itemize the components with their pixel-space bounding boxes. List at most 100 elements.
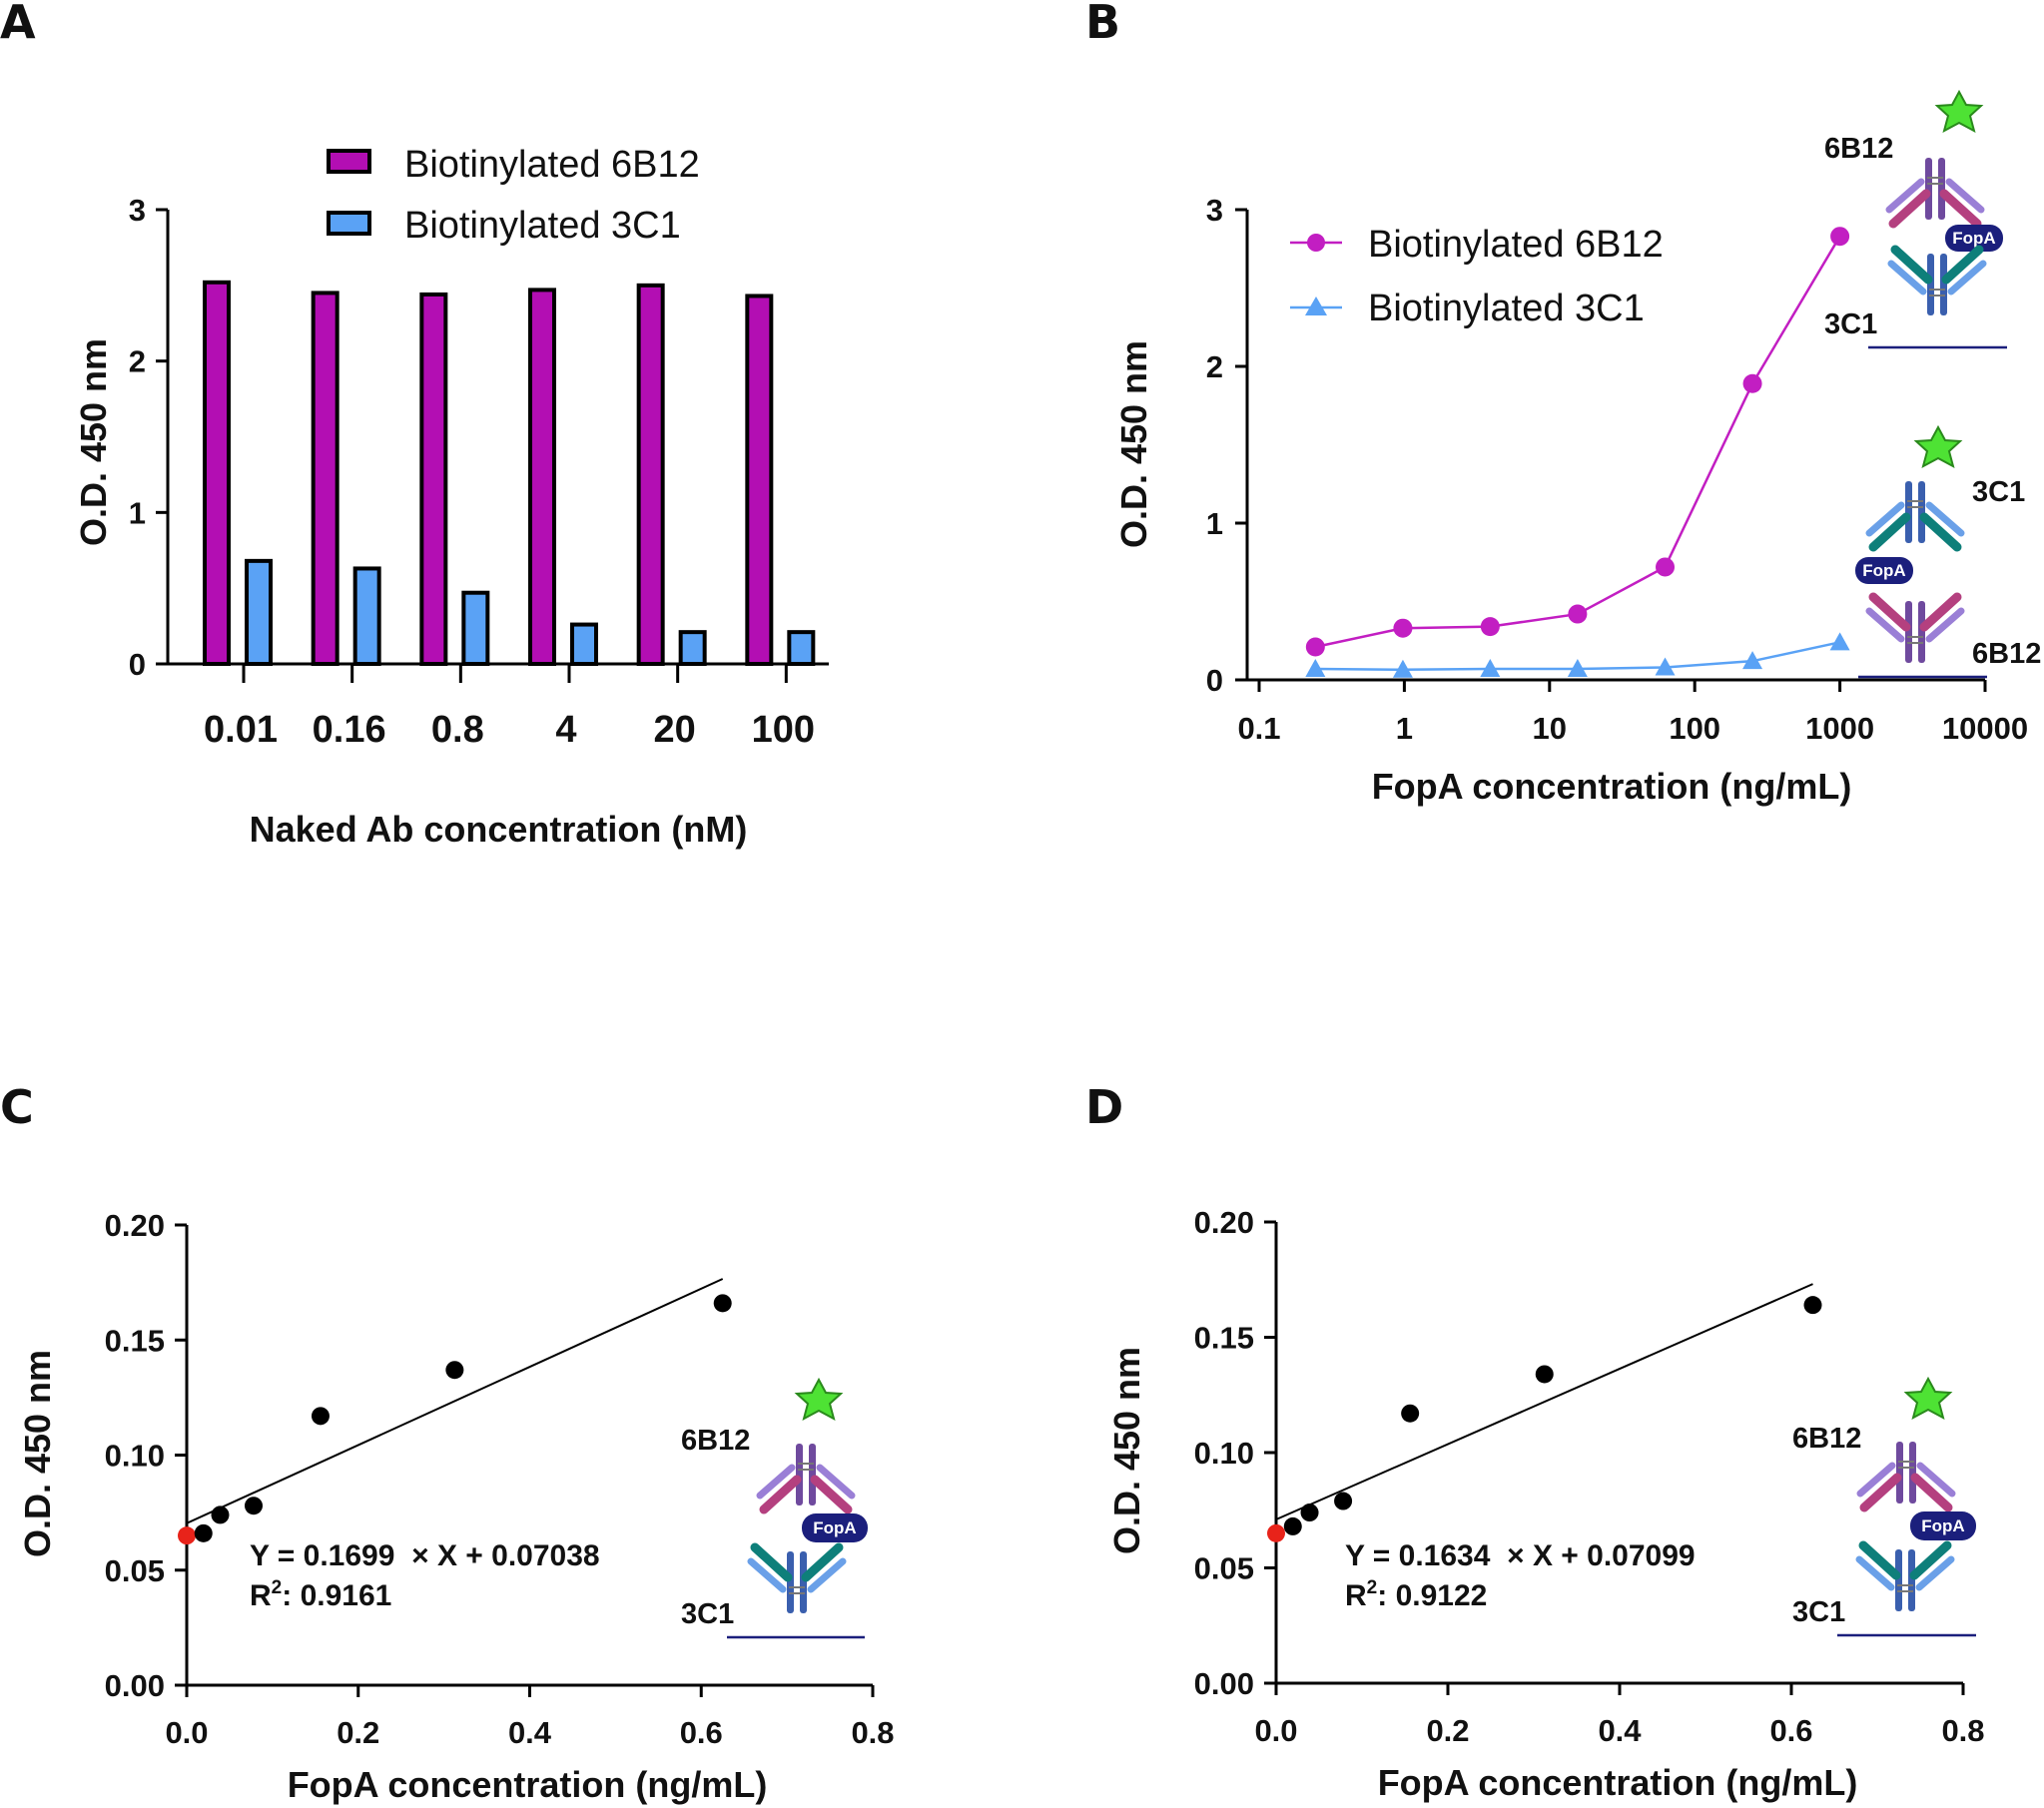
regression-line [186,1278,724,1524]
capture-antibody-icon [747,1542,847,1613]
light-chain [756,1464,796,1500]
y-tick-label: 1 [129,495,146,530]
bar-6b12 [203,280,231,666]
y-axis-title: O.D. 450 nm [1113,340,1154,548]
legend: Biotinylated 6B12 Biotinylated 3C1 [327,144,700,247]
diagram-label-detector: 6B12 [681,1425,750,1457]
y-axis: 0 1 2 3 [1206,193,1249,698]
x-tick-label: 0.0 [1254,1713,1297,1748]
data-point-6b12 [1830,227,1850,247]
light-chain [747,1557,787,1593]
data-point-3c1 [1829,632,1850,651]
light-chain [1945,178,1985,214]
light-chain [1865,501,1905,537]
fopa-antigen-icon [1910,1511,1976,1540]
diagram-label-detector: 3C1 [1972,476,2025,508]
x-tick-label: 0.4 [508,1715,552,1750]
data-point [311,1407,330,1426]
heavy-chain [1909,1442,1916,1504]
heavy-chain [787,1551,794,1613]
data-point-3c1 [1655,657,1676,676]
fab-arm [1909,1540,1952,1580]
y-axis: 0.00 0.05 0.10 0.15 0.20 [105,1208,189,1703]
x-tick-label: 0.6 [680,1715,723,1750]
bar-6b12 [636,283,665,666]
x-tick-label: 0.8 [1941,1713,1984,1748]
antigen-label: FopA [1862,561,1905,580]
regression-line [1275,1283,1813,1520]
x-tick-label: 0.4 [1598,1713,1642,1748]
fab-arm [1939,189,1982,229]
fit-equation: Y = 0.1699 × X + 0.07038 [250,1539,600,1572]
legend-label-6b12: Biotinylated 6B12 [404,144,700,186]
sandwich-diagram-top: 6B12 FopA 3C1 [1824,89,2007,349]
x-axis-title: FopA concentration (ng/mL) [1378,1762,1858,1803]
bar-6b12 [745,294,774,666]
legend-marker-3c1 [1305,297,1327,315]
y-axis: 0.00 0.05 0.10 0.15 0.20 [1194,1205,1278,1701]
legend-label-3c1: Biotinylated 3C1 [1368,288,1645,329]
light-chain [1887,260,1927,296]
panel-label: A [0,0,36,49]
diagram-label-capture: 6B12 [1972,638,2041,670]
legend-swatch-6b12 [327,149,371,174]
fab-arm [759,1475,802,1514]
bar-3c1 [787,630,816,667]
bar-6b12 [311,291,340,666]
fopa-antigen-icon [1945,225,2003,252]
legend-label-6b12: Biotinylated 6B12 [1368,224,1664,266]
diagram-label-capture: 3C1 [1824,308,1877,340]
data-point-6b12 [1656,557,1676,577]
x-tick-label: 0.0 [165,1715,208,1750]
detector-antibody-icon [1856,1442,1956,1512]
sandwich-diagram: 6B12 FopA 3C1 [681,1377,868,1639]
y-axis-title: O.D. 450 nm [73,338,114,546]
legend-marker-6b12 [1307,234,1325,252]
x-tick-label: 0.8 [431,709,484,751]
antigen-label: FopA [1952,229,1995,248]
x-tick-label: 0.6 [1769,1713,1812,1748]
fit-line [1275,1283,1813,1520]
light-chain [1916,1462,1956,1498]
data-point-3c1 [1392,659,1413,678]
light-chain [807,1557,847,1593]
y-tick-label: 0.20 [1194,1205,1254,1240]
x-axis-title: Naked Ab concentration (nM) [250,809,748,850]
r-squared: R2: 0.9122 [1345,1577,1487,1612]
bars [203,280,816,667]
y-tick-label: 0 [1206,663,1223,698]
heavy-chain [1905,481,1912,543]
capture-antibody-icon [1855,1540,1955,1611]
data-point [1535,1365,1554,1384]
data-point-3c1 [1305,659,1326,678]
x-tick-label: 100 [752,709,815,751]
x-axis-title: FopA concentration (ng/mL) [288,1764,768,1805]
x-tick-label: 0.16 [313,709,386,751]
heavy-chain [1940,254,1947,315]
bar-3c1 [352,566,381,667]
y-tick-label: 3 [1206,193,1223,228]
panel-d: D 0.00 0.05 0.10 0.15 0.20 0.0 0.2 0.4 0.6 0.8 O… [1085,1080,1985,1803]
bar-3c1 [570,622,598,666]
diagram-label-capture: 3C1 [681,1598,734,1630]
x-axis: 0.0 0.2 0.4 0.6 0.8 [1254,1681,1985,1748]
fit-equation: Y = 0.1634 × X + 0.07099 [1345,1539,1696,1572]
r-squared: R2: 0.9161 [250,1577,391,1612]
data-point [1334,1492,1353,1510]
r2-superscript: 2 [272,1577,283,1598]
heavy-chain [1905,601,1912,663]
fab-arm [1888,189,1931,229]
y-axis: 0 1 2 3 [129,193,170,682]
panel-label: D [1085,1080,1123,1134]
fab-arm [801,1542,844,1582]
y-tick-label: 1 [1206,506,1223,541]
data-point-3c1 [1480,659,1501,678]
y-axis-title: O.D. 450 nm [1106,1347,1147,1554]
x-tick-label: 0.1 [1237,711,1280,746]
diagram-label-capture: 3C1 [1792,1596,1845,1628]
x-tick-label: 10000 [1942,711,2028,746]
x-axis: 0.0 0.2 0.4 0.6 0.8 [165,1683,895,1750]
x-tick-label: 10 [1533,711,1567,746]
heavy-chain [1938,158,1945,220]
